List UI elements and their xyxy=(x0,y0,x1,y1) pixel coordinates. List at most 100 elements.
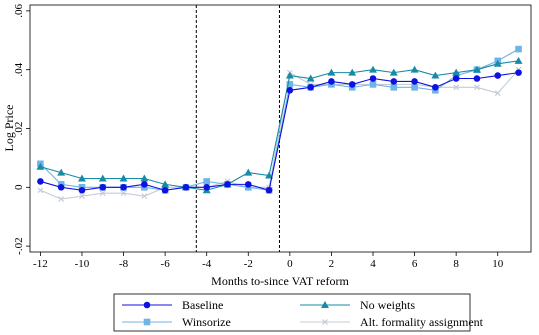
x-tick-label: 2 xyxy=(329,258,335,270)
data-point xyxy=(37,178,44,185)
data-point xyxy=(120,190,127,197)
legend-label: Winsorize xyxy=(182,315,231,329)
data-point xyxy=(285,71,294,79)
data-point xyxy=(452,75,460,82)
data-point xyxy=(141,181,148,188)
x-tick-label: -6 xyxy=(161,258,171,270)
data-point xyxy=(369,65,377,73)
data-point xyxy=(140,174,149,182)
series-line xyxy=(40,60,519,191)
y-tick-label: .06 xyxy=(13,4,25,18)
legend: Baseline No weights Winsorize Alt. formalit… xyxy=(122,298,484,329)
data-point xyxy=(99,184,107,191)
data-point xyxy=(432,84,439,91)
data-point xyxy=(473,75,481,82)
x-axis-label: Months to-since VAT reform xyxy=(211,274,349,288)
data-point xyxy=(99,190,106,197)
y-axis: -.02 0 .02 .04 .06 xyxy=(13,4,30,255)
x-tick-label: -12 xyxy=(33,258,48,270)
legend-marker xyxy=(143,301,151,309)
data-point xyxy=(515,45,522,53)
data-point xyxy=(474,84,480,91)
legend-label: Baseline xyxy=(182,298,223,312)
data-point xyxy=(98,174,107,182)
data-point xyxy=(472,65,481,73)
y-tick-label: -.02 xyxy=(13,237,25,254)
data-point xyxy=(452,68,461,76)
x-tick-label: 6 xyxy=(412,258,418,270)
y-tick-label: .02 xyxy=(13,122,25,136)
data-point xyxy=(348,81,356,88)
data-point xyxy=(514,56,523,64)
x-tick-label: -10 xyxy=(75,258,90,270)
data-point xyxy=(411,84,418,91)
data-point xyxy=(78,174,86,182)
data-point xyxy=(78,186,86,194)
legend-item: Baseline xyxy=(122,298,223,312)
x-tick-label: 0 xyxy=(287,258,293,270)
data-point xyxy=(515,69,522,76)
data-point xyxy=(369,75,377,82)
series-line xyxy=(40,72,519,191)
data-point xyxy=(286,86,294,94)
data-point xyxy=(161,186,169,194)
data-point xyxy=(119,174,128,182)
reform-window-lines xyxy=(195,5,280,252)
data-point xyxy=(306,74,315,82)
data-point xyxy=(307,84,314,91)
data-point xyxy=(161,180,170,188)
y-axis-label: Log Price xyxy=(2,105,16,152)
data-point xyxy=(203,178,211,185)
data-point xyxy=(265,186,273,194)
y-tick-label: 0 xyxy=(13,184,25,190)
data-point xyxy=(493,59,502,67)
data-point xyxy=(141,193,148,200)
data-point xyxy=(265,171,274,179)
data-point xyxy=(411,78,418,85)
data-point xyxy=(57,168,66,176)
data-point xyxy=(369,81,377,88)
data-point xyxy=(224,181,231,188)
series-baseline xyxy=(37,69,522,194)
legend-box xyxy=(113,293,471,332)
data-point xyxy=(494,90,501,97)
series-layer xyxy=(36,45,523,202)
data-point xyxy=(286,81,294,88)
data-point xyxy=(389,68,398,76)
data-point xyxy=(57,184,65,191)
x-axis: -12 -10 -8 -6 -4 -2 0 2 4 6 8 10 xyxy=(33,252,504,270)
data-point xyxy=(390,78,398,85)
y-tick-label: .04 xyxy=(13,62,25,76)
data-point xyxy=(431,71,440,79)
legend-item: Winsorize xyxy=(122,315,231,329)
x-tick-label: -4 xyxy=(202,258,212,270)
legend-marker xyxy=(322,319,328,325)
data-point xyxy=(327,68,336,76)
x-tick-label: -8 xyxy=(119,258,129,270)
legend-item: Alt. formality assignment xyxy=(300,315,484,329)
data-point xyxy=(410,65,419,73)
legend-label: Alt. formality assignment xyxy=(360,315,484,329)
data-point xyxy=(494,72,502,79)
x-tick-label: 4 xyxy=(370,258,376,270)
data-point xyxy=(120,184,127,191)
data-point xyxy=(58,196,65,202)
legend-marker xyxy=(143,318,151,326)
data-point xyxy=(453,84,460,91)
data-point xyxy=(390,84,398,91)
x-tick-label: -2 xyxy=(244,258,253,270)
legend-item: No weights xyxy=(300,298,415,312)
x-tick-label: 8 xyxy=(453,258,459,270)
data-point xyxy=(348,68,357,76)
data-point xyxy=(244,181,252,188)
data-point xyxy=(79,193,85,200)
data-point xyxy=(203,184,211,191)
x-tick-label: 10 xyxy=(492,258,504,270)
data-point xyxy=(244,168,253,176)
legend-label: No weights xyxy=(360,298,415,312)
data-point xyxy=(182,184,190,191)
data-point xyxy=(328,78,335,85)
legend-marker xyxy=(321,301,329,308)
data-point xyxy=(37,187,44,194)
